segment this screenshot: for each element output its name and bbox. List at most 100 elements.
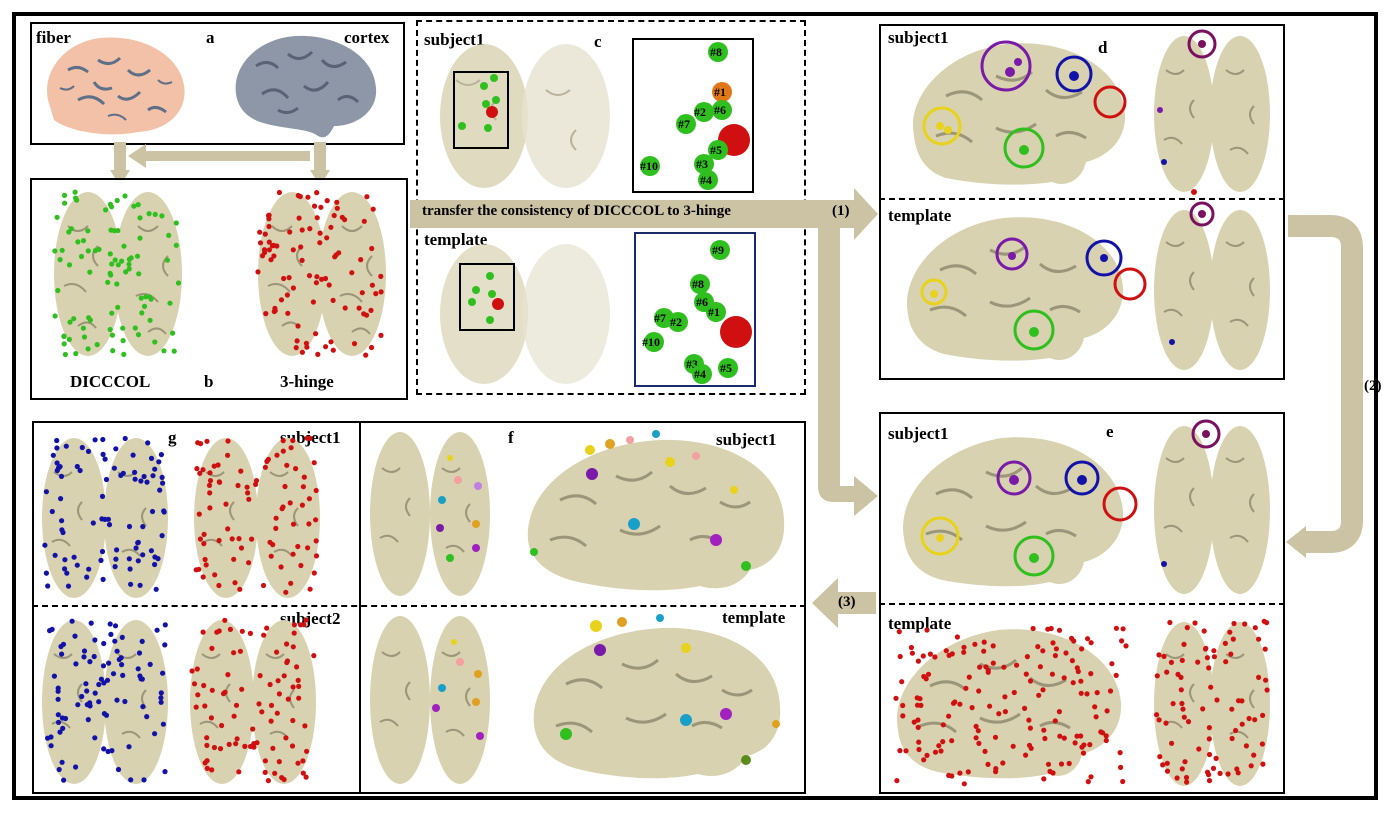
landmark-dot xyxy=(119,662,125,668)
landmark-dot xyxy=(237,586,243,592)
landmark-dot xyxy=(293,345,299,351)
landmark-dot xyxy=(262,769,268,775)
landmark-dot xyxy=(264,458,270,464)
landmark-dot xyxy=(217,746,224,752)
landmark-dot xyxy=(106,522,113,528)
panel-e-subject1-lateral xyxy=(896,430,1138,598)
landmark-dot xyxy=(1014,662,1020,668)
landmark-dot xyxy=(313,280,319,286)
landmark-dot xyxy=(276,691,282,697)
landmark-dot xyxy=(80,238,87,244)
landmark-dot xyxy=(109,332,115,338)
landmark-dot xyxy=(1061,675,1067,681)
landmark-dot xyxy=(79,444,85,451)
landmark-dot xyxy=(299,502,305,508)
landmark-dot xyxy=(985,667,991,673)
landmark-dot xyxy=(1211,654,1217,660)
landmark-dot xyxy=(92,690,98,696)
landmark-dot xyxy=(1052,718,1058,724)
panel-e-subject1-top xyxy=(1150,418,1274,598)
landmark-dot xyxy=(306,496,312,502)
landmark-dot xyxy=(87,703,93,709)
landmark-dot xyxy=(81,654,87,660)
panel-g-f-row-divider xyxy=(32,605,806,607)
landmark-dot xyxy=(946,713,952,719)
landmark-dot xyxy=(311,203,318,209)
landmark-dot xyxy=(92,437,98,443)
landmark-dot xyxy=(1120,778,1126,785)
panel-c-template-brain xyxy=(436,240,616,388)
landmark-dot xyxy=(966,674,972,680)
landmark-dot xyxy=(973,735,979,741)
landmark-dot xyxy=(55,287,61,294)
landmark-dot xyxy=(122,435,128,442)
landmark-dot xyxy=(156,459,162,465)
panel-d-subject1-lateral xyxy=(906,36,1136,194)
landmark-dot xyxy=(238,468,244,474)
landmark-dot xyxy=(975,728,981,734)
landmark-dot xyxy=(1195,659,1201,665)
landmark-dot xyxy=(328,339,334,345)
node-label: #8 xyxy=(710,45,722,59)
landmark-dot xyxy=(1123,643,1129,649)
landmark-dot xyxy=(1053,646,1059,652)
landmark-dot xyxy=(924,752,930,758)
landmark-dot xyxy=(266,223,272,230)
landmark-dot xyxy=(364,312,370,318)
landmark-dot xyxy=(148,548,154,554)
landmark-dot xyxy=(144,714,150,720)
landmark-dot xyxy=(211,744,217,751)
landmark-dot xyxy=(303,340,309,346)
landmark-dot xyxy=(194,666,200,672)
landmark-dot xyxy=(80,325,86,331)
landmark-dot xyxy=(114,697,120,703)
landmark-dot xyxy=(284,462,290,468)
landmark-dot xyxy=(110,671,117,677)
landmark-dot xyxy=(1179,766,1185,772)
landmark-dot xyxy=(58,473,65,479)
panel-e-subject1-label: subject1 xyxy=(888,424,949,443)
landmark-dot xyxy=(1061,735,1067,741)
landmark-dot xyxy=(111,465,117,471)
landmark-dot xyxy=(207,490,213,496)
landmark-dot xyxy=(140,524,146,530)
landmark-dot xyxy=(234,736,240,742)
landmark-dot xyxy=(123,269,129,275)
landmark-dot xyxy=(54,460,60,466)
3hinge-brain-top-view xyxy=(252,186,392,362)
landmark-dot xyxy=(257,240,264,246)
landmark-dot xyxy=(158,452,164,458)
landmark-dot xyxy=(135,202,141,208)
landmark-dot xyxy=(138,295,144,301)
landmark-dot xyxy=(300,484,306,490)
landmark-dot xyxy=(1079,744,1085,750)
node-label: #4 xyxy=(694,367,706,381)
landmark-dot xyxy=(194,466,200,472)
landmark-dot xyxy=(987,703,993,709)
landmark-dot xyxy=(1213,755,1219,761)
landmark-dot xyxy=(43,489,49,495)
landmark-dot xyxy=(61,777,67,783)
landmark-dot xyxy=(1069,658,1075,664)
landmark-dot xyxy=(915,658,921,664)
landmark-dot xyxy=(86,315,92,321)
landmark-dot xyxy=(242,743,248,749)
landmark-dot xyxy=(1026,742,1033,748)
landmark-dot xyxy=(1001,664,1007,670)
landmark-dot xyxy=(72,189,78,195)
landmark-dot xyxy=(1072,740,1078,746)
landmark-dot xyxy=(268,553,274,559)
landmark-dot xyxy=(281,275,287,282)
landmark-dot xyxy=(940,739,946,745)
landmark-dot xyxy=(71,554,77,560)
landmark-dot xyxy=(1118,764,1124,770)
landmark-dot xyxy=(85,228,91,234)
landmark-dot xyxy=(203,562,209,568)
landmark-dot xyxy=(1157,754,1163,760)
landmark-dot xyxy=(311,460,317,466)
landmark-dot xyxy=(73,351,79,357)
landmark-dot xyxy=(1094,690,1100,696)
landmark-dot xyxy=(162,642,168,648)
landmark-dot xyxy=(915,724,921,730)
landmark-dot xyxy=(148,455,155,461)
